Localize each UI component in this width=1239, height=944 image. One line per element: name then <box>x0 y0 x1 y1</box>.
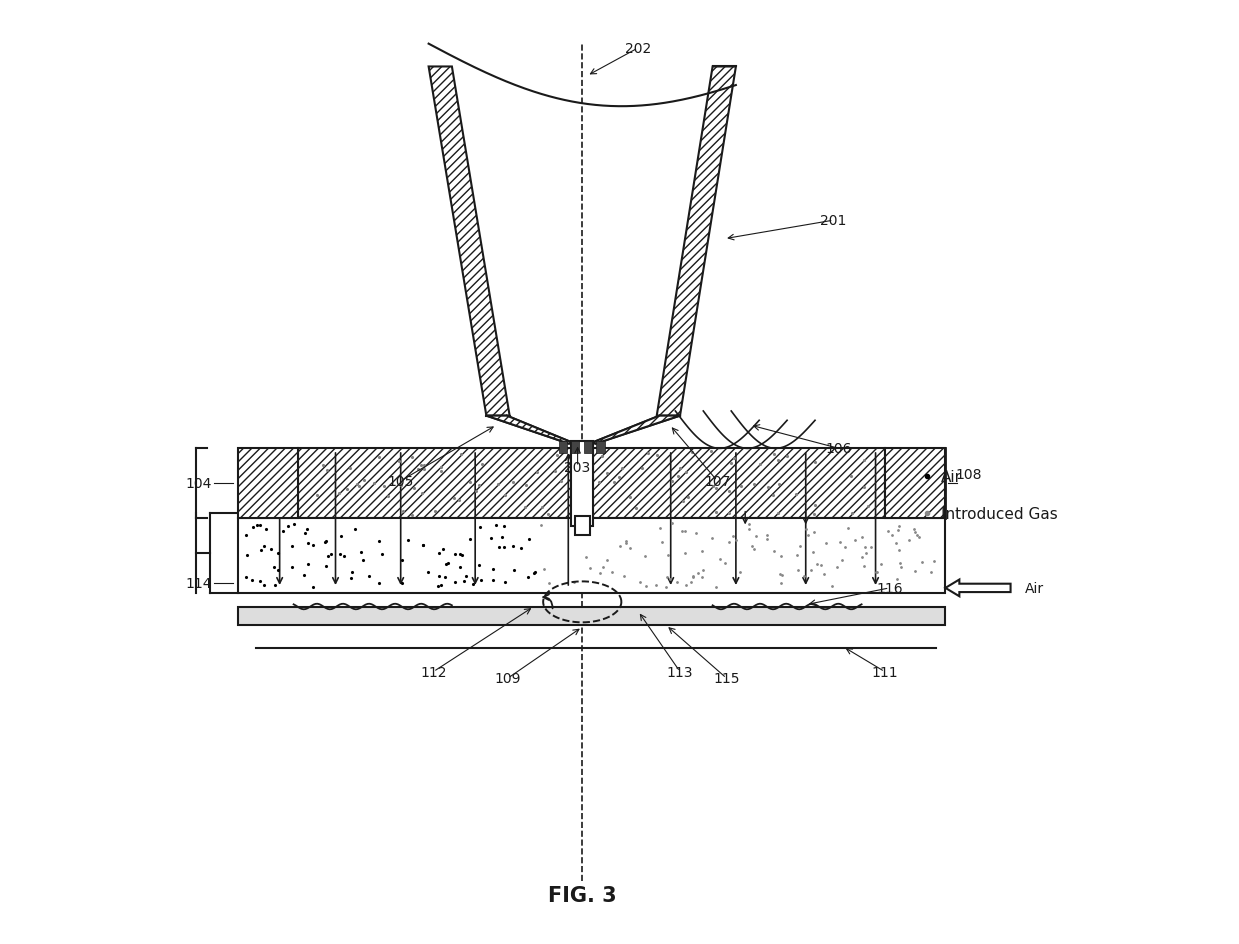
Polygon shape <box>429 67 509 416</box>
Polygon shape <box>487 416 575 444</box>
Text: Air: Air <box>940 469 961 484</box>
Text: FIG. 3: FIG. 3 <box>548 885 617 905</box>
Text: 107: 107 <box>704 474 731 488</box>
Text: 201: 201 <box>820 214 846 228</box>
Bar <box>584 441 592 453</box>
Text: Introduced Gas: Introduced Gas <box>940 506 1057 521</box>
Text: 116: 116 <box>876 582 903 596</box>
Bar <box>238 607 945 626</box>
Bar <box>571 441 580 453</box>
Bar <box>238 448 945 518</box>
Bar <box>885 448 945 518</box>
Text: 202: 202 <box>624 42 652 56</box>
Text: 203: 203 <box>565 461 591 474</box>
FancyArrow shape <box>945 580 1011 597</box>
Text: 105: 105 <box>388 474 414 488</box>
Bar <box>238 518 945 593</box>
Bar <box>238 448 299 518</box>
Text: Air: Air <box>1025 582 1043 596</box>
Text: 113: 113 <box>667 665 694 679</box>
Bar <box>299 448 571 518</box>
Text: 115: 115 <box>714 671 740 685</box>
Bar <box>593 448 885 518</box>
Text: 104: 104 <box>186 477 212 491</box>
Bar <box>575 516 590 535</box>
Text: 109: 109 <box>494 671 522 685</box>
Bar <box>559 441 567 453</box>
Bar <box>596 441 605 453</box>
Text: 106: 106 <box>825 442 851 456</box>
Text: 111: 111 <box>871 665 898 679</box>
Text: 112: 112 <box>420 665 446 679</box>
Polygon shape <box>657 67 736 416</box>
Bar <box>571 441 593 526</box>
Text: 114: 114 <box>186 577 212 591</box>
Polygon shape <box>590 416 680 444</box>
Text: 108: 108 <box>955 467 983 481</box>
